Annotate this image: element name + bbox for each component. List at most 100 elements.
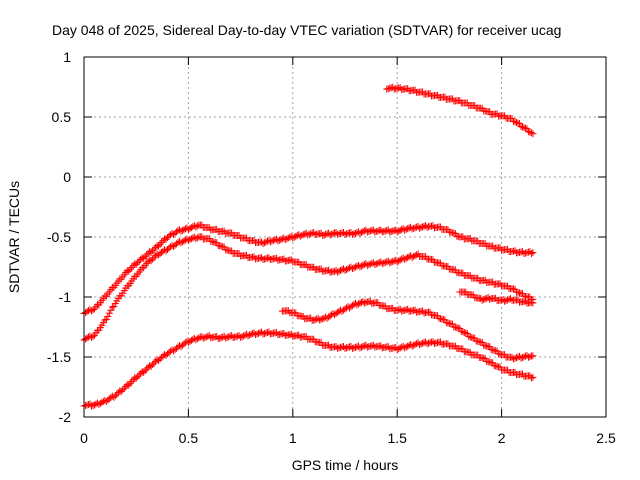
data-point — [363, 261, 371, 269]
x-tick-label: 0.5 — [179, 430, 199, 446]
data-point — [422, 338, 430, 346]
data-point — [135, 257, 143, 265]
series-track-2 — [80, 233, 537, 344]
data-point — [459, 328, 467, 336]
data-point — [266, 238, 274, 246]
data-point — [144, 258, 152, 266]
data-point — [515, 120, 523, 128]
data-point — [101, 316, 109, 324]
data-point — [283, 235, 291, 243]
data-point — [274, 237, 282, 245]
data-point — [143, 259, 151, 267]
data-point — [89, 332, 97, 340]
data-point — [119, 386, 127, 394]
data-point — [132, 374, 140, 382]
data-point — [422, 222, 430, 230]
data-point — [104, 312, 112, 320]
data-point — [256, 329, 264, 337]
data-point — [125, 381, 133, 389]
data-point — [268, 237, 276, 245]
data-point — [486, 295, 494, 303]
x-tick-label: 1.5 — [387, 430, 407, 446]
data-point — [193, 234, 201, 242]
data-point — [402, 343, 410, 351]
data-point — [122, 383, 130, 391]
data-point — [372, 260, 380, 268]
data-point — [131, 260, 139, 268]
data-point — [513, 118, 521, 126]
data-point — [307, 230, 315, 238]
data-point — [128, 378, 136, 386]
data-point — [387, 258, 395, 266]
data-point — [152, 357, 160, 365]
y-tick-label: -1.5 — [47, 349, 71, 365]
data-point — [401, 226, 409, 234]
data-point — [186, 236, 194, 244]
data-point — [162, 351, 170, 359]
data-point — [423, 223, 431, 231]
y-tick-label: 0 — [63, 169, 71, 185]
data-point — [353, 301, 361, 309]
data-point — [360, 227, 368, 235]
data-point — [357, 229, 365, 237]
x-tick-label: 2 — [498, 430, 506, 446]
data-point — [526, 248, 534, 256]
data-point — [225, 333, 233, 341]
data-point — [527, 298, 535, 306]
data-point — [158, 238, 166, 246]
data-point — [149, 255, 157, 263]
data-point — [456, 324, 464, 332]
data-point — [335, 267, 343, 275]
data-point — [518, 248, 526, 256]
data-point — [140, 368, 148, 376]
data-point — [317, 315, 325, 323]
data-point — [529, 352, 537, 360]
y-tick-label: 0.5 — [52, 109, 72, 125]
data-point — [89, 306, 97, 314]
data-point — [457, 327, 465, 335]
data-point — [265, 328, 273, 336]
data-point — [114, 389, 122, 397]
data-point — [86, 400, 94, 408]
data-point — [135, 371, 143, 379]
data-point — [510, 117, 518, 125]
axis-ticks — [83, 56, 607, 418]
data-point — [408, 253, 416, 261]
data-point — [365, 261, 373, 269]
data-point — [377, 226, 385, 234]
data-point — [305, 230, 313, 238]
data-point — [413, 251, 421, 259]
data-point — [462, 329, 470, 337]
data-point — [107, 306, 115, 314]
data-point — [524, 353, 532, 361]
data-point — [526, 128, 534, 136]
data-point — [159, 352, 167, 360]
data-point — [401, 344, 409, 352]
data-point — [117, 388, 125, 396]
data-point — [342, 266, 350, 274]
data-point — [153, 356, 161, 364]
data-point — [156, 355, 164, 363]
data-point — [150, 245, 158, 253]
data-point — [410, 253, 418, 261]
data-point — [150, 359, 158, 367]
data-point — [138, 254, 146, 262]
data-point — [152, 252, 160, 260]
data-point — [125, 267, 133, 275]
data-point — [514, 119, 522, 127]
data-point — [410, 341, 418, 349]
data-point — [257, 254, 265, 262]
data-point — [369, 341, 377, 349]
data-point — [529, 249, 537, 257]
data-point — [296, 232, 304, 240]
data-point — [158, 354, 166, 362]
data-point — [410, 224, 418, 232]
data-point — [113, 390, 121, 398]
data-point — [357, 262, 365, 270]
data-point — [484, 294, 492, 302]
data-point — [253, 330, 261, 338]
x-tick-label: 0 — [80, 430, 88, 446]
data-point — [162, 235, 170, 243]
data-point — [184, 236, 192, 244]
data-point — [304, 231, 312, 239]
